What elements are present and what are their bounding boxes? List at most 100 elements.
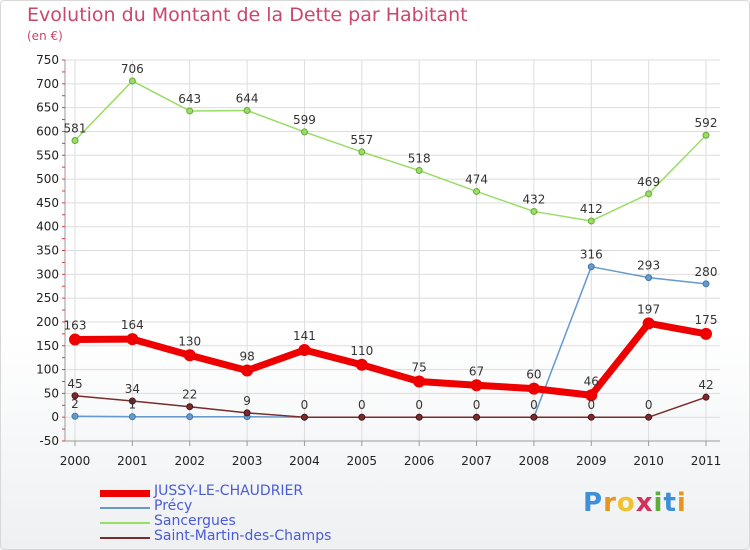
series-line-2: [74, 80, 707, 222]
data-point: [355, 358, 368, 371]
x-tick-label: 2007: [461, 454, 492, 468]
data-point: [183, 349, 196, 362]
data-point: [298, 344, 311, 357]
data-label: 0: [530, 398, 538, 412]
data-label: 599: [293, 113, 316, 127]
data-point: [186, 403, 194, 411]
y-tick-label: 50: [44, 386, 59, 400]
data-label: 432: [522, 192, 545, 206]
x-tick-label: 2002: [174, 454, 205, 468]
x-tick-label: 2005: [347, 454, 378, 468]
x-tick-label: 2006: [404, 454, 435, 468]
legend-swatch: [100, 522, 150, 524]
y-tick-label: 450: [36, 196, 59, 210]
data-point: [186, 107, 194, 115]
axes: -500501001502002503003504004505005506006…: [36, 53, 721, 468]
data-point: [645, 190, 653, 198]
y-tick-label: 250: [36, 291, 59, 305]
data-label: 164: [121, 318, 144, 332]
data-point: [702, 393, 710, 401]
data-label: 706: [121, 62, 144, 76]
data-label: 130: [178, 334, 201, 348]
data-label: 0: [473, 398, 481, 412]
y-tick-label: 500: [36, 172, 59, 186]
series-lines: [69, 77, 712, 421]
data-label: 45: [67, 377, 82, 391]
data-label: 163: [64, 319, 87, 333]
data-label: 280: [695, 265, 718, 279]
data-label: 644: [236, 91, 259, 105]
y-tick-label: 150: [36, 339, 59, 353]
data-point: [530, 207, 538, 215]
data-point: [527, 382, 540, 395]
grid-lines: [65, 59, 720, 442]
x-tick-label: 2008: [519, 454, 550, 468]
data-label: 46: [584, 374, 599, 388]
data-point: [415, 166, 423, 174]
data-label: 67: [469, 364, 484, 378]
data-label: 110: [350, 344, 373, 358]
data-point: [700, 327, 712, 340]
data-label: 474: [465, 172, 488, 186]
x-tick-label: 2011: [691, 454, 722, 468]
x-tick-label: 2004: [289, 454, 320, 468]
y-tick-label: 750: [36, 53, 59, 67]
data-label: 0: [358, 398, 366, 412]
data-label: 557: [350, 133, 373, 147]
data-label: 175: [695, 313, 718, 327]
data-point: [642, 317, 655, 330]
data-label: 0: [415, 398, 423, 412]
data-label: 293: [637, 259, 660, 273]
y-tick-label: 300: [36, 267, 59, 281]
data-label: 469: [637, 175, 660, 189]
y-tick-label: -50: [39, 434, 59, 448]
y-tick-label: 100: [36, 363, 59, 377]
data-label: 34: [125, 382, 140, 396]
legend-label: Précy: [154, 498, 193, 514]
y-tick-label: 200: [36, 315, 59, 329]
y-tick-label: 600: [36, 124, 59, 138]
logo-letter: o: [616, 488, 636, 518]
x-tick-label: 2009: [576, 454, 607, 468]
legend-label: Sancergues: [154, 513, 236, 529]
data-point: [241, 364, 254, 377]
data-label: 592: [695, 116, 718, 130]
logo-letter: P: [583, 488, 604, 518]
data-label: 42: [698, 378, 713, 392]
data-point: [585, 389, 598, 402]
series-line-1: [74, 265, 707, 418]
proxiti-logo: Proxiti: [583, 488, 687, 518]
logo-letter: r: [603, 488, 617, 518]
data-label: 316: [580, 248, 603, 262]
logo-letter: i: [676, 488, 687, 518]
data-label: 98: [239, 350, 254, 364]
data-point: [243, 106, 251, 114]
data-point: [300, 128, 308, 136]
x-tick-label: 2010: [633, 454, 664, 468]
legend-label: Saint-Martin-des-Champs: [154, 528, 332, 544]
data-point: [473, 413, 481, 421]
data-point: [71, 392, 79, 400]
data-label: 2: [71, 397, 79, 411]
data-point: [300, 413, 308, 421]
data-label: 412: [580, 202, 603, 216]
data-point: [470, 379, 483, 392]
data-point: [645, 274, 653, 282]
data-point: [69, 333, 81, 346]
data-label: 22: [182, 388, 197, 402]
y-tick-label: 400: [36, 220, 59, 234]
data-point: [126, 333, 139, 346]
logo-letter: i: [653, 488, 664, 518]
y-tick-label: 550: [36, 148, 59, 162]
x-tick-label: 2000: [60, 454, 91, 468]
y-tick-label: 650: [36, 101, 59, 115]
chart-title: Evolution du Montant de la Dette par Hab…: [27, 4, 468, 26]
y-tick-label: 0: [51, 410, 59, 424]
data-point: [128, 77, 136, 85]
data-label: 0: [645, 398, 653, 412]
data-point: [186, 413, 194, 421]
data-label: 75: [412, 360, 427, 374]
data-point: [128, 413, 136, 421]
